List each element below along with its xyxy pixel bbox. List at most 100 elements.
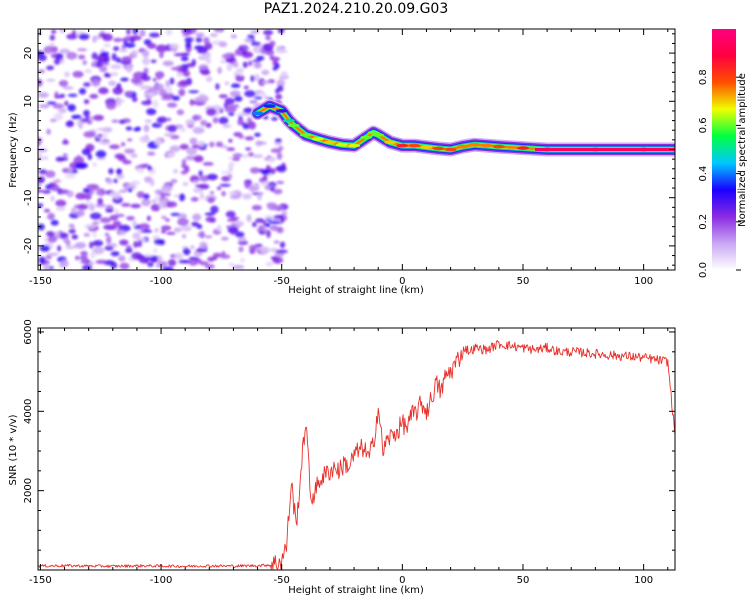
x-tick-label: -150 [29, 276, 52, 287]
noise-blob [179, 126, 187, 133]
noise-blob [108, 168, 114, 175]
signal-ridge-point [336, 142, 348, 147]
noise-blob [210, 33, 218, 38]
noise-blob [155, 194, 161, 201]
noise-blob [276, 79, 286, 88]
noise-blob [38, 203, 44, 208]
noise-blob [204, 212, 215, 216]
noise-blob [104, 246, 114, 251]
noise-blob [191, 221, 200, 227]
noise-blob [83, 131, 96, 138]
noise-blob [264, 215, 274, 220]
noise-blob [216, 186, 222, 191]
noise-blob [154, 228, 160, 233]
noise-blob [224, 106, 237, 113]
noise-blob [87, 153, 93, 160]
x-tick-label: -150 [29, 575, 52, 586]
noise-blob [80, 119, 90, 123]
noise-blob [59, 29, 67, 33]
noise-blob [77, 203, 89, 210]
noise-blob [152, 99, 159, 108]
colorbar-tick-label: 0.8 [698, 69, 709, 85]
noise-blob [62, 153, 68, 159]
noise-blob [113, 46, 120, 52]
noise-blob [206, 76, 213, 83]
signal-ridge-band [256, 104, 675, 151]
noise-blob [91, 52, 98, 60]
noise-blob [264, 223, 271, 228]
noise-blob [46, 231, 55, 238]
noise-blob [113, 178, 118, 184]
noise-blob [168, 259, 177, 267]
noise-blob [74, 242, 87, 249]
noise-blob [112, 86, 124, 95]
noise-blob [184, 37, 194, 43]
noise-blob [242, 193, 253, 198]
noise-blob [62, 86, 74, 90]
noise-blob [97, 197, 104, 206]
noise-blob [138, 223, 150, 232]
noise-blob [50, 195, 55, 202]
noise-blob [83, 233, 91, 237]
noise-blob [38, 156, 44, 161]
noise-blob [222, 124, 232, 128]
noise-blob [162, 266, 174, 270]
noise-blob [254, 73, 260, 82]
noise-blob [113, 213, 125, 218]
noise-blob [115, 57, 122, 63]
noise-blob [49, 118, 57, 123]
noise-blob [237, 118, 244, 126]
noise-blob [78, 123, 83, 129]
noise-blob [57, 245, 62, 252]
noise-blob [173, 169, 178, 174]
noise-blob [38, 256, 46, 263]
noise-blob [169, 43, 180, 50]
noise-blob [279, 241, 286, 248]
noise-blob [44, 263, 50, 270]
y-tick-label: 20 [23, 47, 34, 60]
noise-blob [130, 180, 141, 185]
noise-blob [95, 150, 107, 159]
noise-blob [86, 184, 99, 189]
noise-blob [192, 114, 202, 121]
noise-blob [171, 95, 180, 101]
signal-ridge-point [360, 135, 373, 140]
signal-ridge-point [456, 144, 469, 149]
noise-blob [240, 257, 245, 263]
noise-blob [225, 210, 236, 218]
noise-blob [210, 205, 219, 214]
noise-blob [230, 216, 240, 220]
noise-blob [265, 261, 274, 267]
noise-blob [121, 202, 131, 207]
noise-blob [247, 60, 253, 66]
noise-blob [98, 141, 111, 145]
noise-blob [190, 245, 195, 250]
noise-blob [230, 83, 241, 88]
noise-blob [75, 210, 83, 217]
colorbar-tick-label: 0.4 [698, 166, 709, 182]
noise-blob [185, 62, 196, 68]
noise-blob [243, 85, 249, 90]
noise-blob [38, 152, 43, 157]
noise-blob [238, 46, 244, 51]
noise-blob [150, 178, 155, 187]
noise-blob [107, 226, 117, 230]
signal-ridge-point [282, 118, 295, 123]
noise-blob [261, 169, 271, 175]
noise-blob [228, 191, 237, 196]
noise-blob [228, 112, 235, 116]
noise-blob [170, 66, 182, 71]
noise-blob [255, 218, 265, 223]
y-tick-label: 10 [23, 95, 34, 108]
noise-blob [188, 90, 200, 94]
x-tick-label: 50 [517, 276, 530, 287]
noise-blob [203, 37, 210, 44]
snr-series-line [38, 340, 675, 570]
signal-ridge-point [299, 133, 312, 137]
noise-blob [73, 156, 85, 165]
noise-blob [261, 69, 270, 76]
noise-blob [109, 144, 120, 150]
signal-ridge-point [324, 140, 336, 145]
noise-blob [89, 241, 94, 249]
noise-blob [167, 124, 177, 133]
